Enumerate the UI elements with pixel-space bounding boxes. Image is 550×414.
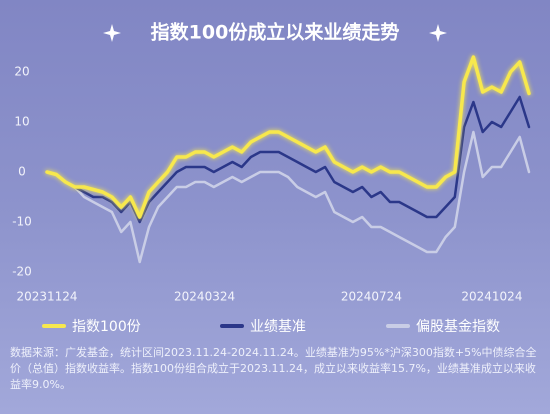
y-tick-label: 20: [14, 65, 29, 79]
series-line: [45, 130, 531, 264]
x-tick-label: 20240724: [341, 290, 402, 304]
y-tick-label: -10: [12, 215, 32, 229]
legend-label: 偏股基金指数: [416, 318, 500, 335]
x-tick-label: 20241024: [461, 290, 522, 304]
y-tick-label: 0: [18, 165, 26, 179]
legend-label: 指数100份: [72, 319, 141, 335]
x-tick-label: 20231124: [16, 290, 77, 304]
y-tick-label: -20: [12, 265, 32, 279]
sparkles: [103, 24, 447, 42]
series-line: [45, 95, 531, 224]
chart-title: 指数100份成立以来业绩走势: [151, 21, 400, 44]
chart: 指数100份成立以来业绩走势 20 10 0 -10 -20 20231124 202403…: [12, 21, 531, 335]
legend-label: 业绩基准: [250, 318, 306, 335]
x-tick-label: 20240324: [174, 290, 235, 304]
y-tick-label: 10: [14, 115, 29, 129]
source-note: 数据来源：广发基金，统计区间2023.11.24-2024.11.24。业绩基准…: [10, 346, 537, 391]
series-line: [45, 55, 531, 219]
